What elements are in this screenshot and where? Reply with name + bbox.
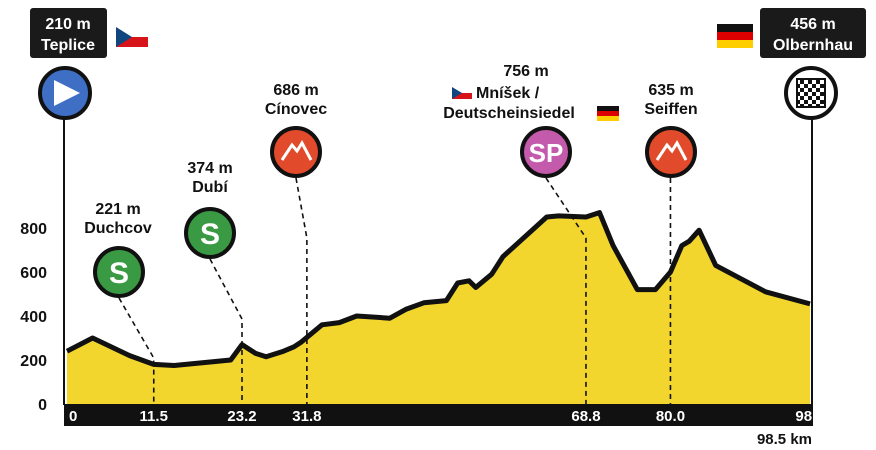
y-tick-label: 400 [20, 309, 47, 326]
finish-name: Olbernhau [773, 37, 853, 54]
x-tick-label: 11.5 [140, 408, 168, 425]
y-tick-label: 600 [20, 265, 47, 282]
point-elevation: 221 m [95, 201, 140, 218]
sprint-icon: S [200, 218, 220, 251]
start-marker: 210 m Teplice [30, 8, 148, 120]
point-connector [295, 177, 308, 404]
x-tick-label: 68.8 [571, 408, 600, 425]
point-name: Cínovec [265, 101, 327, 118]
elevation-line [65, 210, 811, 368]
point-elevation: 686 m [273, 82, 318, 99]
y-tick-label: 800 [20, 221, 47, 238]
x-tick-label: 23.2 [227, 408, 256, 425]
point-elevation: 756 m [503, 63, 548, 80]
point-connector [118, 297, 155, 404]
y-tick-label: 0 [38, 397, 47, 414]
x-tick-label: 98.5 [795, 408, 824, 425]
finish-elevation: 456 m [790, 16, 835, 33]
czech-flag-icon [452, 87, 472, 99]
sprint-badge [184, 207, 236, 259]
y-tick-label: 200 [20, 353, 47, 370]
point-name-line1: Mníšek / [476, 85, 540, 102]
x-axis: 0 11.5 23.2 31.8 68.8 80.0 98.5 [69, 408, 825, 425]
point-connector [545, 177, 587, 404]
x-tick-label: 0 [69, 408, 77, 425]
start-elevation: 210 m [45, 16, 90, 33]
play-icon [54, 80, 80, 106]
total-distance-label: 98.5 km [757, 431, 812, 448]
sprint-icon: S [109, 257, 129, 290]
point-name: Seiffen [644, 101, 697, 118]
point-elevation: 374 m [187, 160, 232, 177]
german-flag-icon [717, 24, 753, 48]
point-name: Dubí [192, 179, 228, 196]
point-seiffen: 635 m Seiffen [644, 82, 698, 178]
x-tick-label: 80.0 [656, 408, 685, 425]
point-duchcov: 221 m Duchcov S [84, 201, 152, 298]
special-point-icon: SP [529, 138, 564, 168]
y-axis: 0 200 400 600 800 [20, 221, 47, 414]
start-label-box [30, 8, 107, 58]
point-dubi: 374 m Dubí S [184, 160, 236, 259]
start-name: Teplice [41, 37, 95, 54]
checkered-flag-icon [796, 78, 826, 108]
sprint-badge [93, 246, 145, 298]
elevation-area [67, 212, 810, 404]
x-tick-label: 31.8 [292, 408, 321, 425]
point-connector [209, 258, 243, 404]
finish-label-box [760, 8, 866, 58]
czech-flag-icon [116, 27, 148, 47]
point-elevation: 635 m [648, 82, 693, 99]
mountain-icon [655, 139, 688, 161]
point-mnisek: 756 m Mníšek / Deutscheinsiedel SP [443, 63, 619, 178]
point-name: Duchcov [84, 220, 152, 237]
finish-marker: 456 m Olbernhau [717, 8, 866, 120]
special-point-badge [520, 126, 572, 178]
point-connectors [118, 177, 672, 404]
x-axis-bar [64, 404, 813, 426]
mountain-icon [280, 139, 313, 161]
german-flag-icon [597, 106, 619, 121]
point-cinovec: 686 m Cínovec [265, 82, 327, 178]
point-name-line2: Deutscheinsiedel [443, 105, 575, 122]
